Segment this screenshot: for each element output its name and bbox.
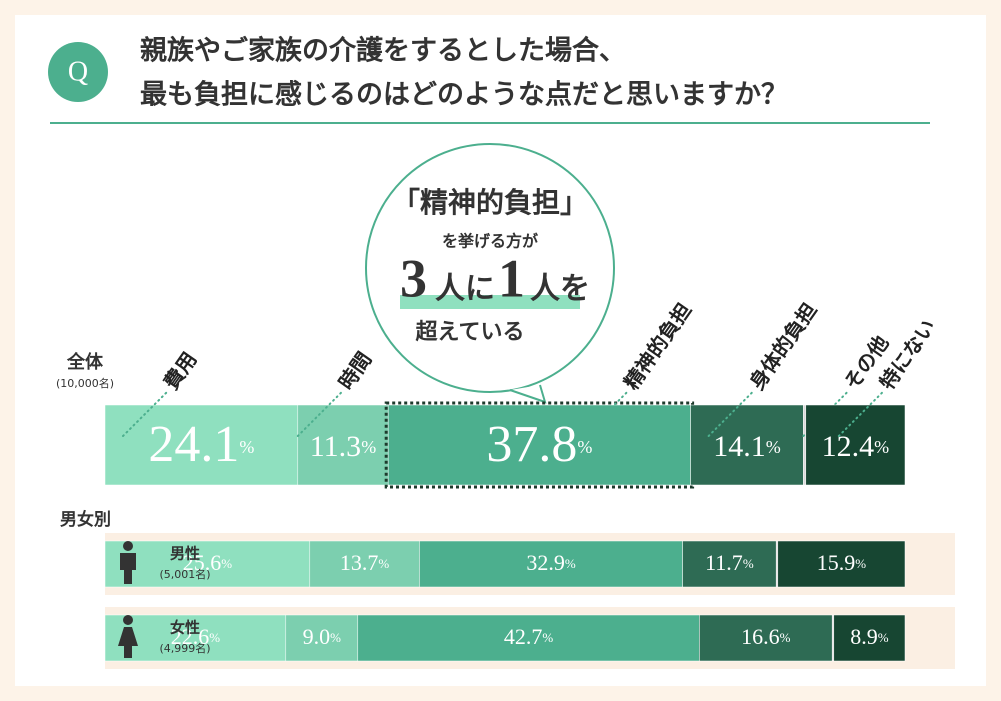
q-mark: Q [68,56,88,87]
value-unit: % [239,437,254,457]
category-label: 男性 [170,545,200,563]
value-unit: % [766,437,781,457]
category-label: 全体 [66,351,104,373]
title-line: 最も負担に感じるのはどのような点だと思いますか？ [140,79,788,111]
value-number: 24.1 [148,416,239,473]
leader-line [582,391,629,437]
value-unit: % [221,556,232,571]
value-number: 32.9 [526,550,565,575]
value-unit: % [780,630,791,645]
value-label: 11.3% [310,430,376,463]
value-label: 9.0% [303,624,342,649]
value-label: 25.6% [183,550,233,575]
category-note: (10,000名) [56,376,114,390]
value-unit: % [209,630,220,645]
value-unit: % [378,556,389,571]
value-unit: % [874,437,889,457]
group-label: 男女別 [60,509,111,530]
value-number: 8.9 [850,624,878,649]
callout-text: 超えている [416,320,525,345]
person-icon-head [123,541,133,551]
value-unit: % [743,556,754,571]
bar-segment [387,404,691,486]
value-label: 13.7% [340,550,390,575]
callout-number: 3 [400,248,427,308]
bar-segment [297,404,389,486]
value-label: 42.7% [504,624,554,649]
value-label: 8.9% [850,624,889,649]
bar-segment [104,404,299,486]
value-label: 16.6% [741,624,791,649]
callout-text: を挙げる方が [442,232,538,251]
bar-segment [777,540,906,588]
value-unit: % [855,556,866,571]
value-number: 42.7 [504,624,543,649]
leader-line [296,391,343,437]
bar-segment [419,540,683,588]
bar-segment [833,614,906,662]
value-number: 9.0 [303,624,331,649]
leader-line [122,391,168,437]
value-unit: % [565,556,576,571]
person-icon-body [120,553,136,584]
highlight [400,295,580,309]
callout-number: 1 [498,248,525,308]
leader-line [707,391,754,437]
value-unit: % [878,630,889,645]
bar-segment [104,540,311,588]
value-number: 15.9 [817,550,856,575]
value-number: 37.8 [486,416,577,473]
bar-segment [682,540,777,588]
callout [365,143,615,393]
title-line: 親族やご家族の介護をするとした場合、 [140,35,626,67]
value-unit: % [577,437,592,457]
value-number: 22.6 [171,624,210,649]
value-number: 25.6 [183,550,222,575]
bar-segment [803,404,807,486]
value-label: 14.1% [713,430,781,463]
value-label: 32.9% [526,550,576,575]
value-number: 16.6 [741,624,780,649]
value-number: 13.7 [340,550,379,575]
value-unit: % [361,437,376,457]
person-icon-body [118,627,138,658]
callout-text: 人に [435,272,495,307]
category-label: 女性 [170,619,200,637]
leader-line [837,391,884,437]
value-unit: % [330,630,341,645]
bar-segment [699,614,833,662]
value-number: 11.7 [705,550,743,575]
value-label: 22.6% [171,624,221,649]
callout-text: 人を [530,272,590,307]
bar-segment [309,540,420,588]
value-unit: % [542,630,553,645]
category-note: (5,001名) [159,567,210,581]
value-label: 15.9% [817,550,867,575]
bar-segment [690,404,804,486]
value-number: 14.1 [713,430,766,463]
bar-segment [285,614,359,662]
value-label: 11.7% [705,550,754,575]
q-badge [48,42,108,102]
value-number: 11.3 [310,430,361,463]
value-label: 12.4% [822,430,890,463]
value-label: 37.8% [486,416,592,473]
callout-quote: 「精神的負担」 [392,186,588,219]
person-icon-head [123,615,133,625]
category-note: (4,999名) [159,641,210,655]
value-label: 24.1% [148,416,254,473]
bar-segment [805,404,906,486]
value-number: 12.4 [822,430,875,463]
